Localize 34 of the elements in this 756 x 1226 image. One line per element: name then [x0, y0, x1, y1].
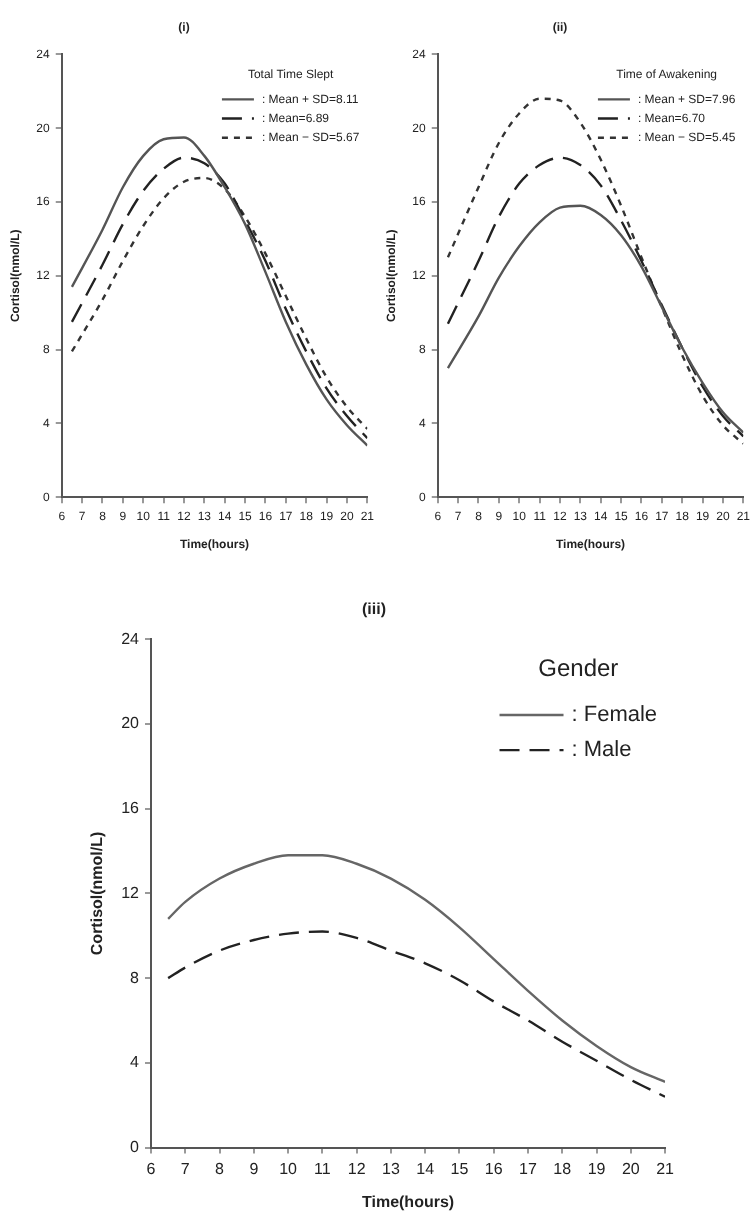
y-tick-label: 24: [121, 629, 141, 648]
x-tick-label: 12: [347, 1159, 367, 1178]
y-tick-label: 0: [130, 1138, 141, 1157]
legend-label: : Male: [571, 738, 632, 763]
y-axis-title: Cortisol(nmol/L): [88, 830, 107, 956]
legend-title: Gender: [538, 653, 619, 682]
x-tick-label: 20: [621, 1159, 641, 1178]
line-series: [446, 204, 744, 434]
x-tick-label: 9: [249, 1159, 260, 1178]
line-series: [166, 930, 666, 1098]
x-tick-label: 6: [146, 1159, 157, 1178]
y-tick-label: 16: [121, 799, 141, 818]
x-tick-label: 19: [587, 1159, 607, 1178]
legend-label: : Female: [571, 703, 658, 728]
x-tick-label: 7: [180, 1159, 191, 1178]
line-series: [446, 97, 744, 445]
x-tick-label: 17: [519, 1159, 538, 1178]
y-tick-label: 4: [130, 1053, 141, 1072]
line-series: [166, 854, 666, 1084]
x-axis-title: Time(hours): [361, 1192, 455, 1211]
x-tick-label: 11: [314, 1159, 332, 1178]
x-tick-label: 18: [553, 1159, 573, 1178]
x-tick-label: 14: [416, 1159, 436, 1178]
x-tick-label: 15: [450, 1159, 470, 1178]
y-tick-label: 20: [121, 714, 141, 733]
y-tick-label: 12: [121, 883, 141, 902]
y-tick-label: 8: [130, 968, 141, 987]
x-tick-label: 10: [279, 1159, 299, 1178]
x-tick-label: 13: [382, 1159, 401, 1178]
chart-title: (iii): [362, 600, 387, 619]
x-tick-label: 16: [484, 1159, 504, 1178]
line-series: [446, 156, 744, 438]
x-tick-label: 21: [656, 1159, 676, 1178]
x-tick-label: 8: [215, 1159, 226, 1178]
